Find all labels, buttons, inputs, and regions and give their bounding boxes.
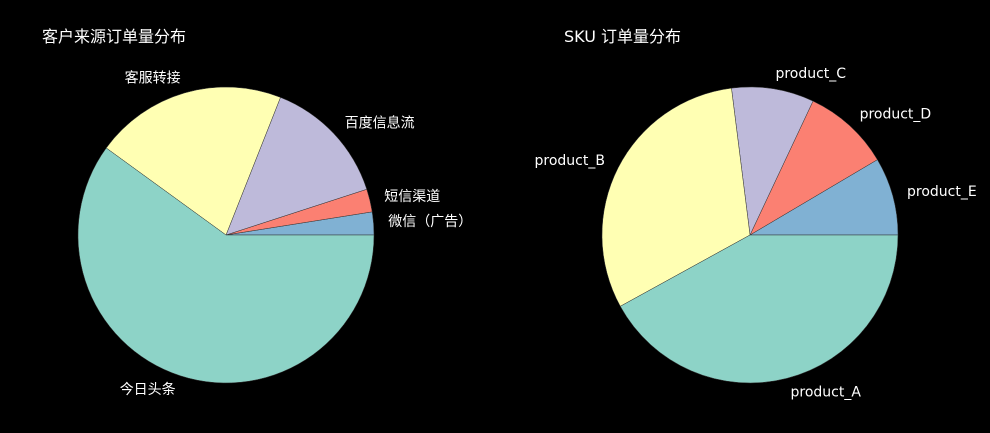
pie-slice	[619, 234, 899, 384]
pie-slice	[731, 86, 814, 236]
slice-label: product_D	[860, 107, 932, 123]
pie-slice	[225, 97, 368, 236]
pie-chart-sku: SKU 订单量分布 product_E product_D product_Cpro…	[534, 27, 976, 401]
slice-label: product_A	[790, 385, 861, 401]
slice-label: 百度信息流	[345, 115, 415, 132]
pie-slice	[77, 147, 375, 384]
slice-label: 短信渠道	[384, 189, 440, 205]
slice-label: product_C	[775, 66, 846, 82]
chart-title: SKU 订单量分布	[564, 27, 681, 46]
slice-label: 微信（广告）	[388, 214, 472, 230]
slice-label: product_B	[534, 153, 604, 169]
pie-slice	[749, 100, 878, 236]
slice-label: 今日头条	[120, 381, 176, 398]
chart-title: 客户来源订单量分布	[42, 27, 186, 46]
slice-label: 客服转接	[125, 70, 181, 87]
pie-slice	[105, 86, 281, 236]
slice-label: product_E	[907, 184, 977, 200]
pie-slice	[601, 87, 751, 307]
